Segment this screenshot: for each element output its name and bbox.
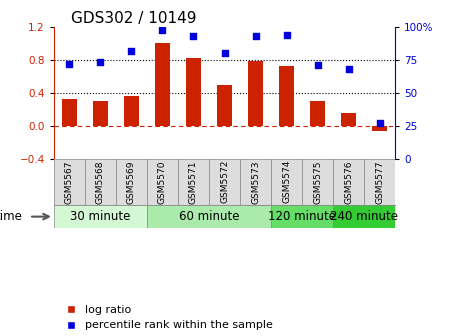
Text: 30 minute: 30 minute bbox=[70, 210, 131, 223]
Text: GSM5572: GSM5572 bbox=[220, 160, 229, 203]
Bar bbox=[310, 101, 326, 126]
Point bbox=[159, 27, 166, 32]
Text: GSM5575: GSM5575 bbox=[313, 160, 322, 204]
Text: GSM5568: GSM5568 bbox=[96, 160, 105, 204]
Bar bbox=[209, 159, 240, 205]
Point bbox=[376, 120, 383, 126]
Text: 240 minute: 240 minute bbox=[330, 210, 398, 223]
Bar bbox=[364, 159, 395, 205]
Point bbox=[66, 61, 73, 67]
Bar bbox=[372, 126, 387, 131]
Point bbox=[221, 50, 228, 56]
Text: GSM5574: GSM5574 bbox=[282, 160, 291, 203]
Text: GSM5573: GSM5573 bbox=[251, 160, 260, 204]
Point bbox=[283, 32, 290, 38]
Bar bbox=[271, 205, 333, 228]
Bar bbox=[186, 58, 201, 126]
Bar bbox=[54, 159, 85, 205]
Text: 120 minute: 120 minute bbox=[268, 210, 336, 223]
Bar bbox=[85, 159, 116, 205]
Bar bbox=[271, 159, 302, 205]
Bar bbox=[178, 159, 209, 205]
Point bbox=[190, 33, 197, 39]
Bar bbox=[116, 159, 147, 205]
Bar bbox=[279, 67, 294, 126]
Bar bbox=[341, 113, 357, 126]
Text: GSM5576: GSM5576 bbox=[344, 160, 353, 204]
Text: GSM5567: GSM5567 bbox=[65, 160, 74, 204]
Bar bbox=[147, 159, 178, 205]
Bar bbox=[240, 159, 271, 205]
Text: 60 minute: 60 minute bbox=[179, 210, 239, 223]
Text: GSM5570: GSM5570 bbox=[158, 160, 167, 204]
Text: GSM5571: GSM5571 bbox=[189, 160, 198, 204]
Text: GDS302 / 10149: GDS302 / 10149 bbox=[71, 11, 197, 26]
Point bbox=[97, 60, 104, 65]
Bar bbox=[147, 205, 271, 228]
Point bbox=[252, 33, 259, 39]
Bar bbox=[217, 85, 232, 126]
Bar bbox=[248, 60, 263, 126]
Bar bbox=[333, 205, 395, 228]
Bar bbox=[155, 43, 170, 126]
Point bbox=[314, 62, 321, 68]
Text: GSM5569: GSM5569 bbox=[127, 160, 136, 204]
Point bbox=[128, 48, 135, 53]
Text: time: time bbox=[0, 210, 23, 223]
Bar bbox=[62, 98, 77, 126]
Point bbox=[345, 66, 352, 72]
Bar bbox=[92, 101, 108, 126]
Text: GSM5577: GSM5577 bbox=[375, 160, 384, 204]
Bar bbox=[333, 159, 364, 205]
Legend: log ratio, percentile rank within the sample: log ratio, percentile rank within the sa… bbox=[59, 305, 273, 330]
Bar bbox=[54, 205, 147, 228]
Bar bbox=[302, 159, 333, 205]
Bar bbox=[123, 96, 139, 126]
